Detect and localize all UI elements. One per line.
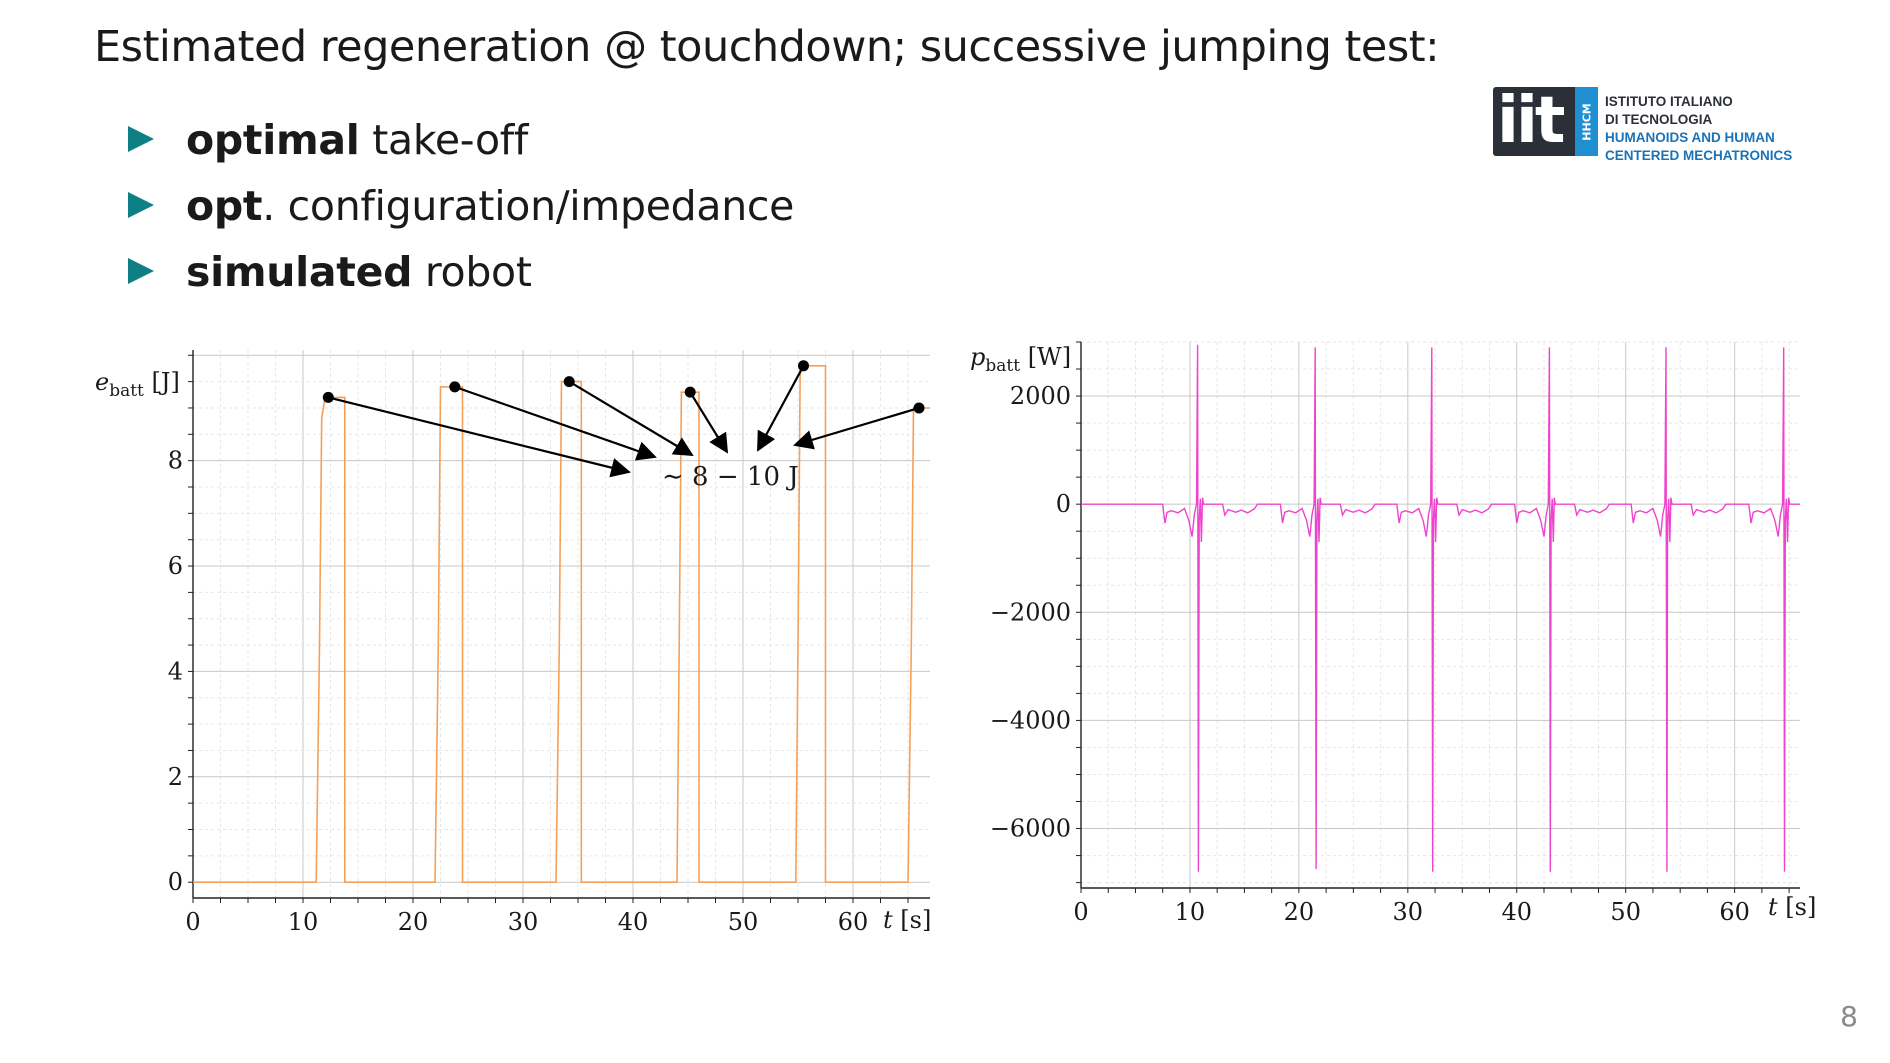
x-tick-label: 0	[185, 908, 200, 936]
bullet-bold: opt	[186, 182, 263, 230]
x-tick-label: 40	[1501, 898, 1532, 926]
y-axis-label: pbatt [W]	[970, 343, 1071, 376]
y-axis-label: ebatt [J]	[95, 368, 180, 401]
x-tick-label: 30	[1393, 898, 1424, 926]
annotation-point	[913, 402, 925, 414]
y-tick-label: 2	[168, 763, 183, 791]
annotation-arrow	[568, 380, 694, 457]
annotation-point	[449, 381, 461, 393]
bullet-list: optimal take-off opt. configuration/impe…	[128, 112, 794, 310]
x-tick-label: 20	[1284, 898, 1315, 926]
x-tick-label: 60	[1719, 898, 1750, 926]
y-tick-label: 0	[168, 868, 183, 896]
y-tick-label: 0	[1056, 490, 1071, 518]
logo-text: ISTITUTO ITALIANO DI TECNOLOGIA HUMANOID…	[1605, 94, 1793, 163]
x-axis-label: t [s]	[883, 906, 931, 934]
x-tick-label: 50	[1610, 898, 1641, 926]
power-chart: 0 10 20 30 40 50 60 2000 0 −2000 −4000 −6000 pbatt […	[970, 341, 1816, 926]
bullet-text: robot	[412, 248, 532, 296]
x-tick-label: 50	[728, 908, 759, 936]
annotation-arrow	[454, 385, 657, 461]
logo-side-tag: HHCM	[1575, 87, 1598, 156]
bullet-item: optimal take-off	[128, 112, 794, 178]
annotation-arrow	[689, 391, 729, 454]
annotation-point	[322, 391, 334, 403]
y-tick-label: 6	[168, 552, 183, 580]
y-tick-label: 2000	[1010, 382, 1071, 410]
triangle-bullet-icon	[128, 192, 154, 218]
x-tick-label: 10	[1175, 898, 1206, 926]
y-tick-label: −2000	[990, 598, 1071, 626]
page-number: 8	[1840, 1000, 1858, 1033]
logo-mark-text: iit	[1497, 84, 1565, 158]
power-series-line	[1081, 344, 1800, 872]
annotation-point	[563, 376, 575, 388]
logo-mark: iit HHCM	[1493, 84, 1598, 158]
triangle-bullet-icon	[128, 126, 154, 152]
x-tick-label: 0	[1073, 898, 1088, 926]
y-tick-label: 8	[168, 447, 183, 475]
bullet-text: take-off	[359, 116, 529, 164]
bullet-bold: simulated	[186, 248, 413, 296]
bullet-bold: optimal	[186, 116, 360, 164]
annotation-arrow	[793, 406, 920, 450]
annotation-label: ∼ 8 − 10 J	[662, 462, 799, 492]
energy-series-line	[193, 364, 930, 884]
y-tick-label: −4000	[990, 706, 1071, 734]
energy-chart: 0 10 20 30 40 50 60 0 2 4 6 8 ebatt [J] t [s] ∼ 8 − 10…	[95, 350, 931, 936]
x-tick-label: 10	[288, 908, 319, 936]
x-tick-label: 60	[838, 908, 869, 936]
y-tick-label: −6000	[990, 815, 1071, 843]
bullet-text: . configuration/impedance	[262, 182, 795, 230]
x-axis-label: t [s]	[1768, 893, 1816, 921]
x-tick-label: 40	[618, 908, 649, 936]
x-tick-label: 30	[508, 908, 539, 936]
triangle-bullet-icon	[128, 258, 154, 284]
annotation-arrow	[328, 396, 631, 478]
bullet-item: simulated robot	[128, 244, 794, 310]
x-tick-label: 20	[398, 908, 429, 936]
annotation-point	[684, 386, 696, 398]
bullet-item: opt. configuration/impedance	[128, 178, 794, 244]
slide-title: Estimated regeneration @ touchdown; succ…	[94, 22, 1440, 72]
annotation-arrow	[757, 365, 805, 452]
annotation-point	[798, 360, 809, 372]
iit-logo: iit HHCM ISTITUTO ITALIANO DI TECNOLOGIA…	[1493, 84, 1816, 163]
y-tick-label: 4	[168, 657, 183, 685]
